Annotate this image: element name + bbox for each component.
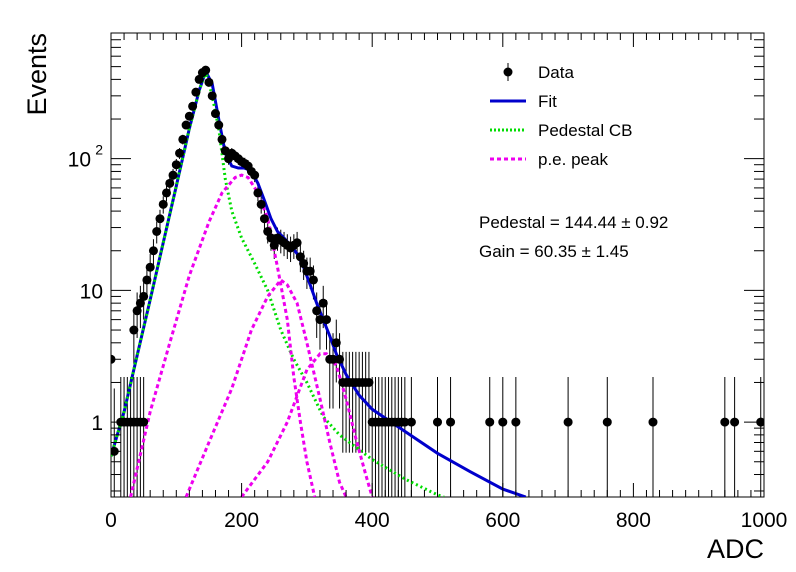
data-point — [485, 417, 495, 427]
data-point — [191, 87, 201, 97]
data-point — [563, 417, 573, 427]
data-point — [331, 338, 341, 348]
data-point — [129, 325, 139, 335]
data-point — [148, 246, 158, 256]
data-point — [155, 214, 165, 224]
legend-label: Pedestal CB — [538, 121, 633, 140]
data-point — [295, 252, 305, 262]
data-point — [184, 111, 194, 121]
x-tick-label: 600 — [485, 509, 520, 532]
legend-label: Fit — [538, 92, 557, 111]
data-point — [165, 178, 175, 188]
legend-entry: Fit — [490, 92, 557, 111]
data-point — [210, 109, 220, 119]
data-point — [312, 306, 322, 316]
x-tick-label: 200 — [224, 509, 259, 532]
data-point — [266, 233, 276, 243]
data-point — [259, 214, 269, 224]
data-point — [299, 259, 309, 269]
data-point — [720, 417, 730, 427]
data-point — [145, 262, 155, 272]
data-point — [602, 417, 612, 427]
legend-label: Data — [538, 63, 574, 82]
data-point — [139, 291, 149, 301]
y-tick-label-exponent: 2 — [95, 142, 103, 158]
data-point — [201, 65, 211, 75]
data-point — [162, 188, 172, 198]
x-tick-label: 800 — [616, 509, 651, 532]
p-e-peak-1-line — [129, 173, 317, 497]
p-e-peak-2-line — [184, 277, 348, 497]
data-point — [433, 417, 442, 427]
data-point — [321, 315, 331, 325]
p-e-peak-3-line — [240, 352, 374, 497]
legend-marker-point — [503, 67, 513, 77]
data-point — [139, 417, 149, 427]
data-point — [194, 74, 204, 84]
y-tick-label-group: 10 2 — [68, 142, 104, 172]
data-point — [175, 148, 185, 158]
pedestal-annotation: Pedestal = 144.44 ± 0.92 — [479, 213, 668, 232]
y-tick-label-group: 1 — [91, 412, 103, 435]
data-point — [171, 160, 181, 170]
data-point — [181, 120, 191, 130]
data-point — [158, 199, 168, 209]
data-point — [214, 120, 224, 130]
data-point — [308, 275, 318, 285]
legend-entry: p.e. peak — [490, 150, 608, 169]
data-point — [446, 417, 456, 427]
data-point — [498, 417, 508, 427]
data-point — [204, 77, 214, 87]
data-point — [364, 377, 374, 387]
gain-annotation: Gain = 60.35 ± 1.45 — [479, 242, 629, 261]
data-point — [730, 417, 740, 427]
data-point — [132, 306, 142, 316]
data-point — [400, 417, 410, 427]
data-point — [318, 298, 328, 308]
data-point — [135, 298, 145, 308]
y-axis-title: Events — [22, 33, 52, 116]
data-point — [315, 315, 325, 325]
data-point — [511, 417, 521, 427]
data-point — [188, 101, 198, 111]
y-tick-label: 10 — [68, 149, 91, 172]
legend-entry: Data — [503, 63, 574, 82]
data-point — [142, 275, 152, 285]
x-tick-label: 1000 — [741, 509, 788, 532]
data-point — [207, 91, 217, 101]
x-axis-title: ADC — [707, 534, 764, 564]
annotations: Pedestal = 144.44 ± 0.92 Gain = 60.35 ± 1… — [479, 213, 668, 261]
data-point — [256, 199, 266, 209]
x-tick-label: 0 — [105, 509, 117, 532]
data-point — [217, 134, 227, 144]
data-point — [168, 170, 178, 180]
data-point — [305, 266, 315, 276]
data-point — [328, 354, 338, 364]
y-tick-label: 1 — [91, 412, 103, 435]
data-point — [292, 238, 302, 248]
data-point — [178, 134, 188, 144]
series-lines — [111, 66, 527, 497]
y-tick-label-group: 10 — [80, 280, 103, 303]
fit-line — [111, 67, 527, 497]
legend-entry: Pedestal CB — [490, 121, 633, 140]
data-point — [335, 354, 345, 364]
data-point — [648, 417, 658, 427]
legend: Data Fit Pedestal CB p.e. peak — [490, 63, 633, 169]
legend-label: p.e. peak — [538, 150, 608, 169]
data-points — [111, 65, 764, 456]
data-point — [406, 417, 416, 427]
data-point — [152, 226, 162, 236]
data-point — [250, 170, 260, 180]
data-point — [269, 240, 279, 250]
data-point — [253, 188, 263, 198]
y-tick-label: 10 — [80, 280, 103, 303]
x-tick-label: 400 — [355, 509, 390, 532]
